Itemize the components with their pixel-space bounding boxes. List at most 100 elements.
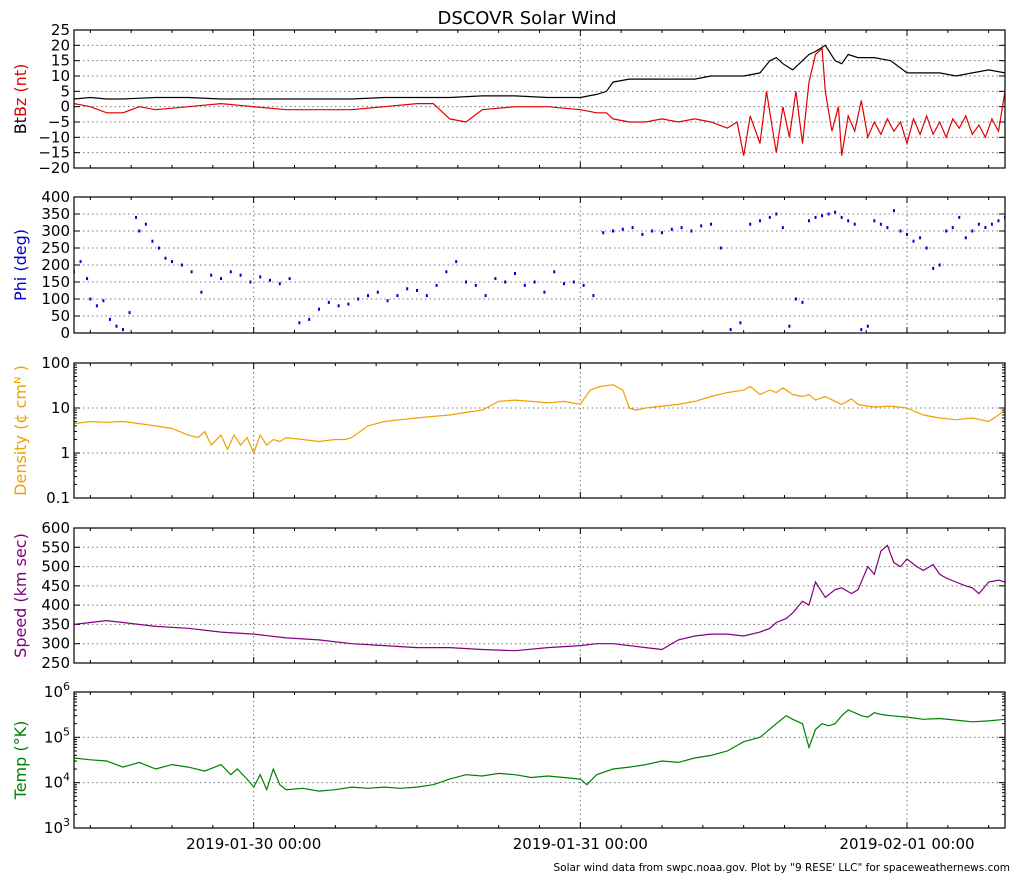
y-tick-label: 0.1: [46, 489, 70, 507]
data-point: [925, 246, 928, 250]
data-point: [563, 282, 565, 286]
y-axis-label-part: Temp (°K): [11, 721, 30, 801]
data-point: [847, 219, 850, 223]
series-line: [74, 47, 1005, 156]
y-tick-label: 20: [51, 36, 70, 54]
series-bz: [74, 47, 1005, 156]
data-point: [200, 290, 203, 294]
panel-frame: [73, 527, 1006, 664]
data-point: [308, 317, 311, 321]
y-tick-label: 100: [41, 354, 70, 372]
data-point: [164, 256, 167, 260]
series-line: [74, 44, 1005, 100]
data-point: [899, 229, 902, 233]
y-tick-label: 500: [41, 558, 70, 576]
data-point: [801, 300, 804, 304]
data-point: [977, 222, 980, 226]
y-tick-label: 106: [44, 680, 70, 701]
y-tick-label: −10: [38, 128, 70, 146]
data-point: [89, 297, 92, 301]
data-point: [951, 226, 954, 230]
y-tick-label: 250: [41, 654, 70, 672]
y-tick-label: 0: [60, 98, 70, 116]
y-axis-label: Speed (km sec): [11, 533, 30, 658]
panel-density: 100 10 1 0.1 Density (¢ cmᴺ ): [11, 354, 1006, 507]
data-point: [318, 307, 320, 311]
y-tick-label: 25: [51, 21, 70, 39]
data-point: [892, 209, 895, 213]
data-point: [435, 283, 438, 287]
y-tick-label: 400: [41, 596, 70, 614]
data-point: [494, 277, 497, 281]
data-point: [523, 283, 526, 287]
data-point: [958, 215, 961, 219]
data-point: [997, 219, 1000, 223]
data-point: [269, 278, 271, 282]
y-tick-label: 105: [44, 725, 70, 746]
data-point: [690, 229, 693, 233]
data-point: [151, 239, 154, 243]
data-point: [739, 321, 742, 325]
x-tick-label: 2019-02-01 00:00: [839, 835, 974, 853]
y-axis-label-part: Bt: [11, 117, 30, 134]
y-tick-exponent: 4: [63, 771, 70, 784]
data-point: [749, 222, 752, 226]
y-axis-label-part: Bz (nt): [11, 64, 30, 117]
data-point: [171, 260, 173, 264]
data-point: [827, 212, 830, 216]
data-point: [781, 226, 784, 230]
y-tick-label: 10: [51, 67, 70, 85]
data-point: [631, 226, 634, 230]
series-bt: [74, 44, 1005, 100]
series-line: [74, 384, 1005, 455]
data-point: [860, 328, 863, 332]
data-point: [932, 266, 935, 270]
x-tick-label: 2019-01-30 00:00: [186, 835, 321, 853]
y-axis-label-part: Density (¢ cmᴺ ): [11, 365, 30, 496]
data-point: [128, 311, 131, 315]
data-point: [484, 294, 487, 298]
y-tick-label: 250: [41, 239, 70, 257]
data-point: [357, 297, 360, 301]
data-point: [641, 232, 644, 236]
data-point: [504, 280, 507, 284]
data-point: [759, 219, 761, 223]
data-point: [239, 273, 242, 277]
y-axis-label: BtBz (nt): [11, 64, 30, 135]
y-tick-base: 10: [44, 683, 63, 701]
data-point: [788, 324, 791, 328]
series-line: [74, 544, 1005, 652]
y-tick-exponent: 6: [63, 680, 70, 693]
data-point: [122, 328, 124, 332]
y-tick-exponent: 5: [63, 725, 70, 738]
data-point: [259, 275, 262, 279]
data-point: [102, 299, 105, 303]
data-point: [710, 222, 712, 226]
y-axis-label: Temp (°K): [11, 721, 30, 801]
data-point: [144, 222, 147, 226]
y-tick-base: 10: [44, 819, 63, 837]
data-point: [543, 290, 546, 294]
data-point: [533, 280, 536, 284]
data-point: [794, 297, 797, 301]
data-point: [964, 236, 967, 240]
data-point: [210, 273, 213, 277]
data-point: [873, 219, 876, 223]
y-axis-label-part: Speed (km sec): [11, 533, 30, 658]
data-point: [416, 289, 418, 292]
data-point: [808, 219, 810, 223]
data-point: [445, 270, 448, 274]
y-axis-label-part: Phi (deg): [11, 229, 30, 301]
data-point: [834, 210, 837, 214]
data-point: [180, 263, 183, 267]
data-point: [945, 229, 948, 233]
y-tick-label: 5: [60, 82, 70, 100]
panel-frame: [73, 362, 1006, 499]
data-point: [919, 236, 922, 240]
data-point: [592, 294, 595, 298]
data-point: [220, 277, 222, 281]
data-point: [108, 317, 111, 321]
data-point: [474, 283, 477, 287]
